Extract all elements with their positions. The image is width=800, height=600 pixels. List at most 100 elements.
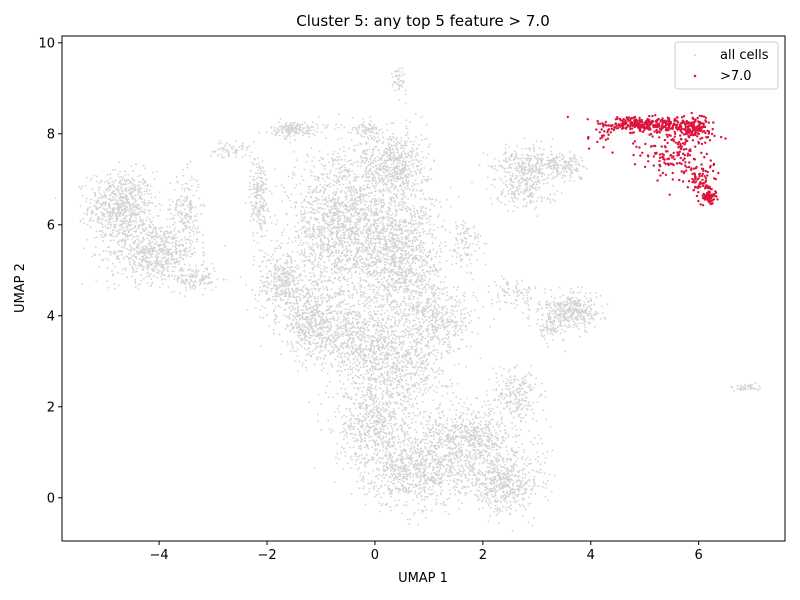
point: [338, 175, 341, 178]
point: [348, 243, 350, 245]
point: [302, 128, 304, 131]
point: [312, 126, 315, 129]
point: [340, 158, 343, 161]
point: [337, 219, 340, 222]
point: [146, 203, 149, 206]
point: [295, 312, 298, 315]
point: [281, 279, 284, 282]
point: [272, 329, 275, 331]
point: [182, 254, 184, 257]
point: [121, 176, 124, 179]
point: [326, 212, 329, 215]
point: [280, 293, 283, 296]
point: [332, 346, 334, 349]
point: [154, 263, 157, 265]
point: [304, 295, 307, 298]
point: [114, 287, 116, 290]
point: [327, 124, 329, 126]
point: [303, 302, 306, 305]
point: [202, 260, 205, 263]
point: [167, 275, 170, 277]
point: [153, 265, 156, 268]
point: [176, 199, 179, 202]
point: [83, 247, 85, 250]
point: [282, 285, 285, 288]
point: [280, 299, 283, 301]
point: [117, 258, 120, 261]
point: [344, 175, 347, 178]
point: [122, 205, 124, 207]
point: [286, 340, 289, 343]
point: [107, 198, 110, 200]
point: [142, 277, 145, 280]
point: [190, 229, 192, 231]
point: [296, 264, 299, 267]
point: [139, 186, 141, 189]
point: [309, 260, 312, 263]
point: [378, 174, 381, 177]
point: [287, 298, 289, 301]
point: [304, 260, 306, 262]
point: [360, 291, 362, 293]
point: [329, 232, 332, 235]
point: [117, 230, 119, 233]
point: [131, 265, 134, 268]
point: [196, 228, 199, 230]
point: [297, 311, 300, 314]
point: [375, 184, 378, 187]
point: [186, 280, 188, 283]
point: [154, 196, 157, 199]
point: [314, 134, 316, 137]
point: [308, 293, 311, 296]
point: [184, 217, 187, 219]
point: [370, 225, 373, 228]
point: [400, 146, 403, 149]
point: [291, 177, 294, 180]
point: [335, 263, 338, 266]
point: [400, 136, 403, 139]
point: [277, 269, 280, 271]
point: [349, 204, 352, 207]
point: [146, 250, 149, 253]
point: [284, 328, 287, 330]
point: [143, 193, 146, 196]
point: [144, 227, 147, 230]
point: [416, 168, 419, 171]
point: [181, 221, 184, 224]
point: [330, 250, 333, 253]
point: [314, 231, 316, 233]
point: [110, 200, 112, 203]
point: [280, 242, 283, 245]
point: [257, 182, 260, 185]
point: [178, 256, 181, 259]
point: [306, 302, 309, 304]
point: [302, 134, 304, 137]
point: [167, 270, 169, 273]
point: [372, 237, 375, 240]
point: [211, 151, 214, 154]
point: [345, 254, 347, 256]
point: [382, 235, 385, 238]
point: [321, 243, 323, 246]
point: [149, 241, 152, 243]
point: [152, 228, 155, 231]
point: [138, 190, 141, 193]
point: [290, 341, 293, 343]
point: [324, 127, 326, 129]
point: [188, 215, 191, 218]
point: [314, 259, 317, 262]
point: [374, 245, 377, 248]
point: [111, 274, 114, 277]
point: [330, 296, 333, 299]
point: [147, 242, 150, 245]
point: [331, 216, 334, 219]
point: [384, 153, 386, 156]
point: [328, 161, 330, 164]
point: [126, 220, 129, 222]
point: [331, 238, 333, 241]
point: [252, 188, 255, 191]
point: [305, 307, 308, 310]
point: [250, 201, 253, 204]
point: [306, 319, 309, 321]
point: [336, 324, 339, 327]
